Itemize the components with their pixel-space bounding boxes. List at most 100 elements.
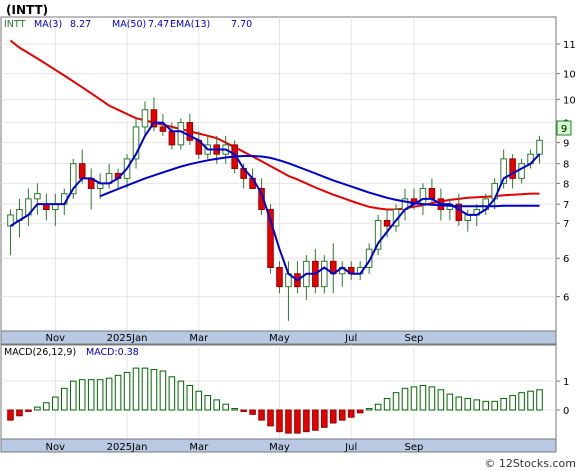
price-tick-label: 6 [563, 254, 569, 265]
candle-body [518, 163, 525, 179]
macd-x-axis: Nov 2025Jan Mar May Jul Sep [46, 442, 424, 453]
macd-bar [186, 384, 194, 411]
macd-bar [446, 393, 454, 411]
macd-bar [132, 367, 140, 411]
candle-body [419, 187, 427, 205]
macd-bar [464, 397, 472, 411]
macd-bar [87, 379, 95, 411]
macd-tick-label: 0 [563, 406, 569, 417]
macd-bar [25, 409, 32, 412]
price-x-axis: Nov 2025Jan Mar May Jul Sep [46, 333, 424, 344]
x-tick-label: Mar [189, 333, 209, 344]
candle [150, 97, 158, 132]
x-tick-label: 2025Jan [107, 333, 148, 344]
macd-x-axis-strip [0, 438, 557, 453]
macd-bar [491, 400, 498, 411]
chart-title: (INTT) [6, 3, 48, 17]
macd-bar [34, 406, 41, 411]
price-legend: INTT MA(3) 8.27 MA(50) 7.47 EMA(13) 7.70 [4, 19, 252, 30]
candle [186, 113, 194, 145]
candle-body [141, 109, 149, 128]
macd-bar [527, 390, 534, 411]
ma50-line [99, 155, 540, 208]
candle-body [509, 158, 516, 179]
macd-bar [482, 400, 489, 411]
candle-body [321, 260, 328, 288]
x-tick-label: Sep [405, 442, 424, 453]
x-tick-label: Mar [189, 442, 209, 453]
price-tick-label: 8 [563, 160, 569, 171]
macd-bar [428, 386, 436, 411]
macd-bar [213, 399, 220, 411]
macd-bar [159, 370, 167, 411]
macd-bar [267, 409, 274, 427]
legend-ma3-value: 8.27 [70, 19, 91, 30]
price-tick-label: 7 [563, 219, 569, 230]
macd-bar [365, 408, 373, 411]
macd-bar [141, 367, 149, 411]
price-tick-label: 8 [563, 179, 569, 190]
price-tick-label: 6 [563, 293, 569, 304]
macd-bar [69, 380, 77, 411]
candle-body [168, 130, 176, 146]
x-tick-label: Nov [46, 442, 66, 453]
macd-bar [392, 392, 400, 411]
candle-body [186, 122, 194, 141]
price-grid [1, 17, 556, 331]
macd-bar [114, 374, 122, 411]
price-tick-label: 10 [563, 95, 576, 106]
last-price-box [556, 120, 572, 136]
macd-bar [321, 409, 328, 428]
macd-bar [231, 408, 238, 411]
macd-bar [500, 397, 507, 411]
macd-bar [249, 409, 256, 415]
candle-body [536, 139, 543, 155]
candle-body [383, 219, 391, 227]
macd-bar [294, 409, 301, 434]
macd-bar [330, 409, 337, 424]
macd-bar [52, 396, 59, 411]
macd-y-axis: 10 [556, 377, 569, 417]
last-price-label: 9 [561, 124, 567, 135]
candle-body [500, 158, 507, 184]
price-tick-label: 9 [563, 139, 569, 150]
candle [132, 118, 140, 169]
candle-body [365, 248, 373, 268]
macd-bar [168, 376, 176, 411]
macd-bar [374, 403, 382, 411]
candle-body [150, 109, 158, 128]
x-tick-label: Jul [344, 333, 357, 344]
x-tick-label: Nov [46, 333, 66, 344]
macd-bar [419, 384, 427, 411]
macd-bar [150, 369, 158, 411]
candle [276, 261, 283, 294]
candle [365, 243, 373, 274]
legend-ema13: EMA(13) [170, 19, 210, 30]
candle [321, 255, 328, 294]
macd-tick-label: 1 [563, 377, 569, 388]
legend-ma3: MA(3) [34, 19, 62, 30]
macd-bar [285, 409, 292, 434]
macd-bar [258, 409, 265, 421]
ema13-line [9, 39, 540, 211]
moving-average-lines [9, 121, 541, 282]
macd-bar [7, 409, 14, 421]
price-x-axis-strip [0, 330, 557, 345]
price-tick-label: 10 [563, 70, 576, 81]
candle [141, 101, 149, 136]
candle-body [428, 187, 436, 200]
macd-bar [509, 395, 516, 411]
candle [177, 118, 185, 150]
macd-bar [347, 409, 355, 418]
x-tick-label: Sep [405, 333, 424, 344]
macd-bar [356, 409, 364, 414]
macd-bar [536, 389, 543, 411]
candle-body [267, 209, 274, 268]
candle-body [7, 214, 14, 227]
macd-bar [276, 409, 283, 433]
macd-bar [222, 403, 229, 411]
macd-bar [383, 397, 391, 411]
macd-legend-value: MACD:0.38 [86, 347, 139, 358]
candle [374, 214, 382, 256]
